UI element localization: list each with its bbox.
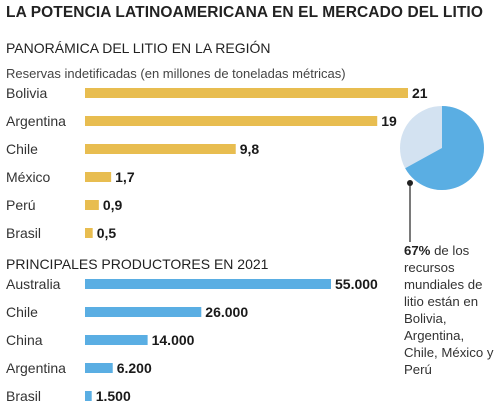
value-label-peru: 0,9 (103, 197, 123, 213)
category-label-chile: Chile (6, 141, 38, 157)
category-label-brasil: Brasil (6, 225, 41, 241)
bar-chile (85, 307, 202, 317)
pie-slice-main (405, 106, 485, 190)
value-label-brasil: 1.500 (96, 388, 131, 401)
category-label-brasil: Brasil (6, 388, 41, 401)
value-label-china: 14.000 (152, 332, 195, 348)
reserves-section-title: PANORÁMICA DEL LITIO EN LA REGIÓN (6, 40, 271, 56)
category-label-chile: Chile (6, 304, 38, 320)
category-label-bolivia: Bolivia (6, 85, 47, 101)
category-label-argentina: Argentina (6, 360, 66, 376)
value-label-australia: 55.000 (335, 276, 378, 292)
pie-annotation-text: de los recursos mundiales de litio están… (404, 243, 494, 377)
category-label-china: China (6, 332, 43, 348)
category-label-mexico: México (6, 169, 51, 185)
value-label-argentina: 6.200 (117, 360, 152, 376)
bar-australia (85, 279, 331, 289)
bar-brasil (85, 391, 92, 401)
bar-argentina (85, 363, 113, 373)
reserves-bar-chart: Bolivia 21 Argentina 19 Chile 9,8 México 1,7 Per… (6, 85, 428, 241)
pie-annotation-percent: 67% (404, 243, 431, 258)
value-label-argentina: 19 (381, 113, 397, 129)
value-label-chile: 26.000 (205, 304, 248, 320)
production-section-title: PRINCIPALES PRODUCTORES EN 2021 (6, 256, 269, 272)
category-label-australia: Australia (6, 276, 61, 292)
category-label-peru: Perú (6, 197, 36, 213)
bar-mexico (85, 172, 112, 182)
value-label-chile: 9,8 (240, 141, 260, 157)
value-label-brasil: 0,5 (97, 225, 117, 241)
value-label-mexico: 1,7 (115, 169, 135, 185)
bar-chile (85, 144, 236, 154)
category-label-argentina: Argentina (6, 113, 66, 129)
infographic-title: LA POTENCIA LATINOAMERICANA EN EL MERCAD… (6, 4, 483, 21)
bar-china (85, 335, 148, 345)
reserves-subtitle: Reservas indetificadas (en millones de t… (6, 66, 346, 81)
world-share-pie-chart (400, 106, 485, 242)
bar-bolivia (85, 88, 408, 98)
bar-peru (85, 200, 99, 210)
bar-brasil (85, 228, 93, 238)
value-label-bolivia: 21 (412, 85, 428, 101)
bar-argentina (85, 116, 378, 126)
pie-annotation: 67% de los recursos mundiales de litio e… (404, 242, 496, 378)
production-bar-chart: Australia 55.000 Chile 26.000 China 14.000 Arg… (6, 276, 378, 401)
